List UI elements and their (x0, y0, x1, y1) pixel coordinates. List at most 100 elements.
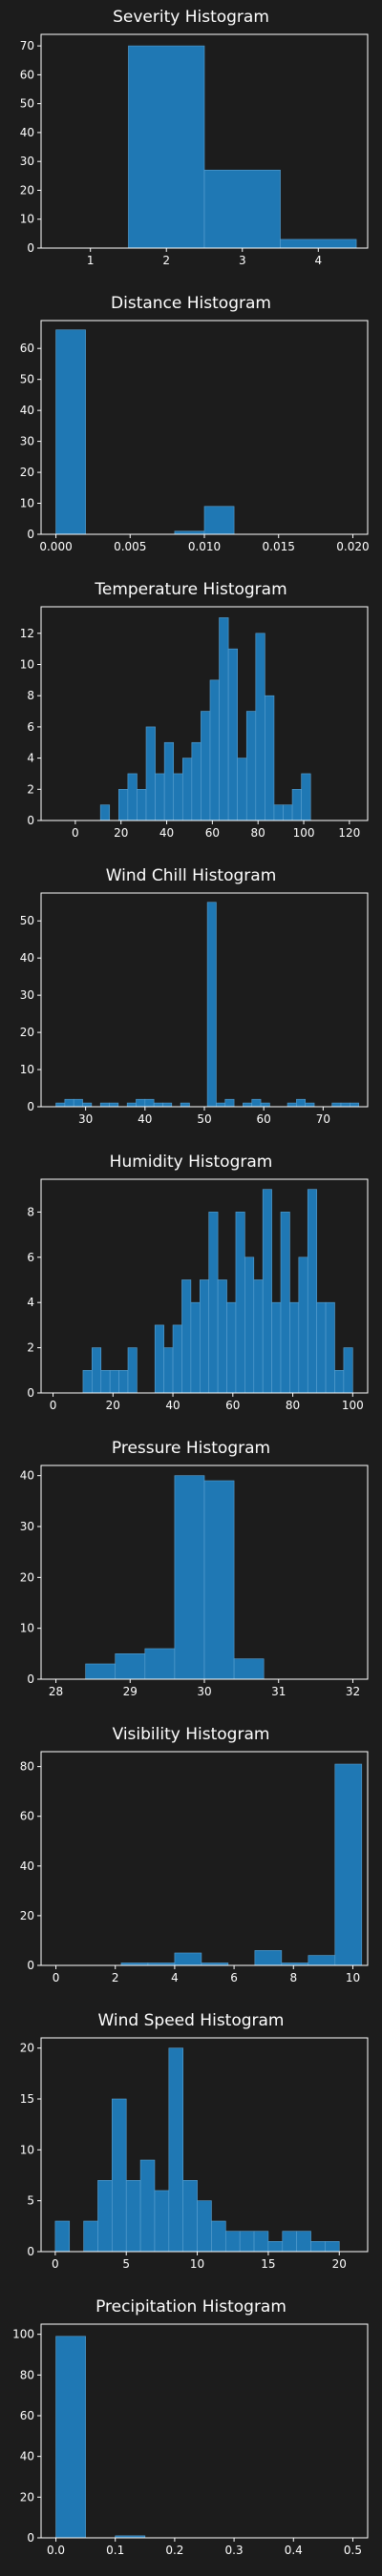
x-tick-label: 5 (122, 2257, 130, 2271)
histogram-bar (127, 773, 138, 821)
histogram-bar (273, 804, 284, 821)
x-tick-label: 20 (114, 826, 128, 840)
y-tick-label: 10 (20, 497, 34, 510)
histogram-bar (181, 758, 193, 821)
y-tick-label: 4 (27, 752, 34, 765)
histogram-bar (144, 1098, 155, 1108)
histogram-plot: 28 29 30 31 32 0 10 20 30 40 (20, 1465, 369, 1698)
histogram-bar (245, 711, 257, 821)
histogram-panel: Wind Speed Histogram 0 5 10 15 20 0 5 10 15 20 (0, 2004, 382, 2290)
histogram-bar (282, 2231, 297, 2253)
histogram-bar (307, 1189, 317, 1394)
y-tick-label: 20 (20, 1909, 34, 1922)
histogram-bar (136, 1098, 146, 1108)
histogram-bar (305, 1102, 315, 1108)
histogram-bar (139, 2159, 156, 2253)
bars (82, 1189, 353, 1394)
x-tick-label: 0.3 (225, 2544, 244, 2557)
x-tick-label: 0.010 (188, 540, 221, 553)
x-tick-label: 0 (53, 1971, 60, 1984)
histogram-bar (54, 2220, 71, 2253)
y-tick-label: 30 (20, 435, 34, 448)
chart-title: Humidity Histogram (109, 1153, 273, 1172)
y-tick-label: 10 (20, 2143, 34, 2156)
y-tick-label: 40 (20, 126, 34, 139)
histogram-panel: Humidity Histogram 0 20 40 60 80 100 0 2 4 6 8 (0, 1145, 382, 1431)
x-tick-label: 0.5 (344, 2544, 362, 2557)
x-tick-label: 60 (257, 1112, 271, 1126)
histogram-bar (99, 1102, 110, 1108)
x-tick-label: 8 (289, 1971, 297, 1984)
histogram-bar (265, 695, 275, 821)
histogram-bar (191, 741, 202, 821)
histogram-bar (253, 1279, 264, 1394)
histogram-bar (296, 2231, 311, 2253)
histogram-bar (291, 788, 302, 821)
y-tick-label: 8 (27, 689, 34, 702)
y-tick-label: 20 (20, 2042, 34, 2055)
y-tick-label: 0 (27, 528, 34, 541)
bars (55, 902, 359, 1108)
x-tick-label: 20 (332, 2257, 347, 2271)
y-tick-label: 10 (20, 1063, 34, 1076)
x-tick-label: 60 (205, 826, 220, 840)
histogram-bar (97, 2180, 113, 2253)
y-tick-label: 80 (20, 2368, 34, 2381)
histogram-bar (217, 1279, 227, 1394)
histogram-bar (55, 2336, 86, 2539)
histogram-bar (308, 1955, 336, 1966)
y-tick-label: 100 (12, 2328, 34, 2341)
histogram-bar (173, 773, 183, 821)
histogram-bar (254, 1950, 283, 1966)
histogram-bar (154, 2190, 170, 2253)
histogram-plot: 30 40 50 60 70 0 10 20 30 40 50 (20, 892, 369, 1126)
histogram-panel: Pressure Histogram 28 29 30 31 32 0 10 20 30 40 (0, 1431, 382, 1717)
histogram-bar (203, 506, 235, 535)
y-tick-label: 12 (20, 627, 34, 640)
histogram-bar (109, 1102, 119, 1108)
x-tick-label: 120 (338, 826, 360, 840)
y-tick-label: 0 (27, 2245, 34, 2258)
histogram-bar (298, 1257, 308, 1394)
histogram-panel: Wind Chill Histogram 30 40 50 60 70 0 10 20 30 40 5… (0, 859, 382, 1145)
histogram-bar (168, 2047, 183, 2253)
histogram-bar (92, 1347, 102, 1394)
x-tick-label: 2 (162, 254, 170, 267)
histogram-bar (226, 1301, 237, 1394)
histogram-bar (197, 2200, 212, 2253)
y-tick-label: 50 (20, 373, 34, 386)
y-tick-label: 0 (27, 1672, 34, 1686)
x-tick-label: 10 (346, 1971, 360, 1984)
histogram-bar (83, 2220, 98, 2253)
axes-frame (40, 2323, 369, 2539)
y-tick-label: 0 (27, 1959, 34, 1972)
histogram-bar (127, 1347, 138, 1394)
axes-frame (40, 892, 369, 1108)
histogram-bar (216, 1102, 226, 1108)
x-tick-label: 15 (261, 2257, 275, 2271)
y-tick-label: 20 (20, 1570, 34, 1584)
chart-title: Distance Histogram (111, 294, 271, 313)
chart-title: Visibility Histogram (112, 1725, 270, 1744)
histogram-bar (255, 633, 265, 821)
histogram-bar (181, 1279, 192, 1394)
y-tick-label: 80 (20, 1760, 34, 1774)
histogram-bar (174, 1475, 205, 1680)
histogram-bar (244, 1257, 255, 1394)
histogram-plot: 0 5 10 15 20 0 5 10 15 20 (20, 2037, 369, 2271)
y-tick-label: 30 (20, 155, 34, 168)
histogram-bar (251, 1098, 262, 1108)
histogram-bar (203, 1480, 235, 1680)
histogram-bar (325, 1301, 335, 1394)
histogram-bar (85, 1663, 117, 1680)
histogram-bar (289, 1301, 300, 1394)
y-tick-label: 60 (20, 342, 34, 355)
y-tick-label: 4 (27, 1296, 34, 1309)
histogram-panel: Temperature Histogram 0 20 40 60 80 100 120 0 2 4 6… (0, 572, 382, 859)
axes-frame (40, 606, 369, 821)
chart-title: Severity Histogram (113, 8, 269, 27)
chart-title: Temperature Histogram (95, 580, 287, 599)
x-tick-label: 2 (112, 1971, 119, 1984)
